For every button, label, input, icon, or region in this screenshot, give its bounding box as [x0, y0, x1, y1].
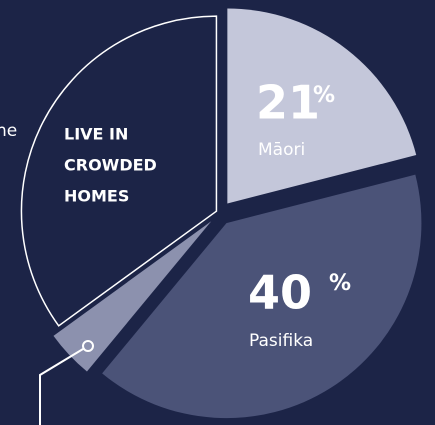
- pie-slice: [102, 174, 422, 419]
- annotation: CROWDED: [64, 156, 157, 175]
- leader-line: [39, 348, 84, 425]
- value-suffix: %: [313, 83, 335, 108]
- leader-dot: [82, 340, 94, 352]
- pie: [20, 8, 422, 419]
- value-suffix: %: [329, 271, 351, 296]
- cropped-text: he: [0, 121, 17, 141]
- pie-slice: [227, 8, 417, 204]
- value-label: 40: [248, 266, 312, 320]
- category-label: Māori: [258, 140, 305, 160]
- annotation: LIVE IN: [64, 125, 128, 144]
- value-label: 21: [256, 76, 320, 130]
- category-label: Pasifika: [249, 331, 313, 351]
- pie-slice: [53, 221, 212, 372]
- annotation: HOMES: [64, 187, 129, 206]
- pie-slice: [20, 15, 218, 327]
